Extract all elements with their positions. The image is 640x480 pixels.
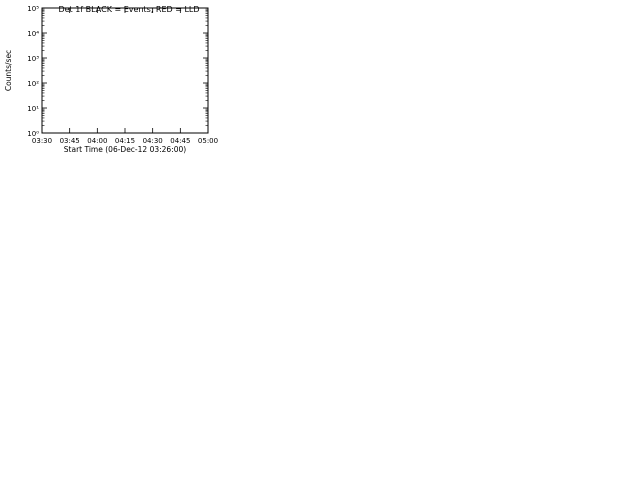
x-axis-label-1: Start Time (06-Dec-12 03:26:00) [64,145,186,154]
chart-title-1: Det 1f BLACK = Events, RED = LLD [58,5,199,14]
xtick-label: 03:45 [60,137,80,145]
ytick-label: 10⁴ [27,30,39,38]
xtick-label: 04:00 [87,137,107,145]
xtick-label: 04:15 [115,137,135,145]
plot-frame-1 [41,7,209,134]
ytick-label: 10³ [27,55,39,63]
ytick-label: 10⁰ [27,130,39,138]
xtick-label: 03:30 [32,137,52,145]
ytick-label: 10⁵ [27,5,39,13]
xtick-label: 04:30 [143,137,163,145]
ytick-label: 10¹ [27,105,39,113]
ytick-label: 10² [27,80,39,88]
xtick-label: 05:00 [198,137,218,145]
xtick-label: 04:45 [170,137,190,145]
y-axis-label-1: Counts/sec [4,50,13,91]
